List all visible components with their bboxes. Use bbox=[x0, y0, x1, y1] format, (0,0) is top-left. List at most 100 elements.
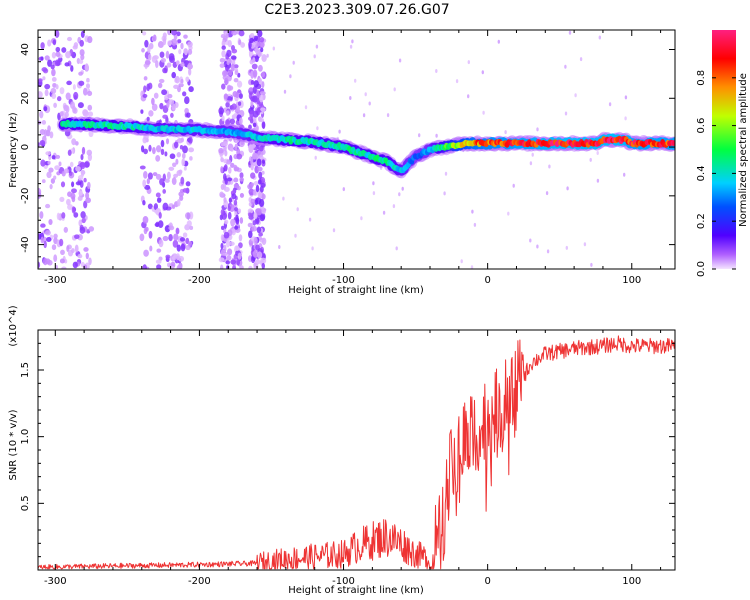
noise-speckle bbox=[55, 154, 61, 159]
noise-speckle bbox=[250, 157, 254, 166]
noise-speckle bbox=[227, 177, 233, 182]
noise-speckle bbox=[147, 203, 153, 210]
noise-speckle bbox=[467, 60, 470, 65]
noise-speckle bbox=[40, 236, 44, 244]
noise-speckle bbox=[230, 218, 236, 226]
noise-speckle bbox=[223, 78, 229, 85]
noise-speckle bbox=[151, 103, 158, 112]
noise-speckle bbox=[220, 166, 224, 174]
noise-speckle bbox=[259, 90, 266, 96]
noise-speckle bbox=[254, 47, 259, 54]
noise-speckle bbox=[392, 204, 396, 209]
noise-speckle bbox=[160, 139, 165, 148]
noise-speckle bbox=[71, 196, 76, 203]
noise-speckle bbox=[237, 208, 242, 214]
snr-ytick-label: 1.5 bbox=[20, 362, 31, 378]
noise-speckle bbox=[155, 145, 162, 153]
snr-plot-area bbox=[38, 330, 675, 570]
noise-speckle bbox=[87, 104, 93, 111]
noise-speckle bbox=[50, 87, 57, 94]
noise-speckle bbox=[257, 179, 262, 185]
noise-speckle bbox=[360, 216, 363, 221]
noise-speckle bbox=[175, 253, 180, 261]
snr-xtick-label: -200 bbox=[188, 576, 211, 587]
noise-speckle bbox=[164, 151, 168, 157]
noise-speckle bbox=[140, 145, 145, 153]
noise-speckle bbox=[47, 39, 52, 47]
noise-speckle bbox=[256, 41, 262, 47]
noise-speckle bbox=[44, 55, 50, 61]
noise-speckle bbox=[55, 51, 61, 57]
noise-speckle bbox=[224, 186, 230, 192]
noise-speckle bbox=[147, 45, 151, 54]
noise-speckle bbox=[171, 71, 177, 79]
noise-speckle bbox=[180, 61, 185, 68]
noise-speckle bbox=[55, 46, 61, 53]
noise-speckle bbox=[272, 46, 275, 51]
noise-speckle bbox=[233, 164, 238, 172]
noise-speckle bbox=[231, 103, 237, 110]
noise-speckle bbox=[59, 258, 65, 264]
noise-speckle bbox=[226, 96, 233, 101]
noise-speckle bbox=[165, 254, 171, 259]
noise-speckle bbox=[155, 155, 161, 162]
noise-speckle bbox=[253, 236, 258, 245]
noise-speckle bbox=[566, 186, 569, 191]
noise-speckle bbox=[44, 89, 49, 97]
noise-speckle bbox=[261, 71, 266, 78]
noise-speckle bbox=[175, 158, 179, 165]
noise-speckle bbox=[43, 240, 47, 249]
noise-speckle bbox=[252, 57, 256, 63]
noise-speckle bbox=[88, 226, 95, 232]
noise-speckle bbox=[236, 105, 240, 111]
noise-speckle bbox=[59, 238, 64, 247]
noise-speckle bbox=[143, 76, 148, 81]
noise-speckle bbox=[223, 231, 230, 239]
noise-speckle bbox=[225, 239, 230, 248]
noise-speckle bbox=[218, 257, 225, 263]
noise-speckle bbox=[168, 166, 175, 171]
noise-speckle bbox=[71, 206, 76, 214]
noise-speckle bbox=[252, 189, 257, 196]
noise-speckle bbox=[226, 255, 232, 261]
noise-speckle bbox=[471, 209, 474, 214]
noise-speckle bbox=[144, 39, 149, 48]
spectrogram-ytick-label: 20 bbox=[20, 92, 31, 105]
noise-speckle bbox=[250, 100, 254, 108]
noise-speckle bbox=[61, 47, 67, 53]
noise-speckle bbox=[256, 158, 262, 167]
noise-speckle bbox=[161, 89, 168, 96]
noise-speckle bbox=[261, 262, 266, 269]
noise-speckle bbox=[220, 234, 225, 242]
noise-speckle bbox=[81, 217, 86, 224]
noise-speckle bbox=[238, 30, 245, 37]
noise-speckle bbox=[45, 203, 51, 209]
noise-speckle bbox=[230, 55, 237, 60]
noise-speckle bbox=[234, 70, 239, 76]
noise-speckle bbox=[382, 210, 386, 215]
noise-speckle bbox=[154, 209, 161, 214]
noise-speckle bbox=[250, 144, 256, 149]
noise-speckle bbox=[179, 144, 184, 150]
noise-speckle bbox=[142, 264, 147, 269]
noise-speckle bbox=[253, 181, 259, 186]
noise-speckle bbox=[473, 222, 477, 227]
noise-speckle bbox=[81, 146, 86, 155]
noise-speckle bbox=[188, 136, 193, 144]
noise-speckle bbox=[308, 217, 312, 222]
noise-speckle bbox=[531, 152, 534, 157]
noise-speckle bbox=[231, 228, 236, 236]
noise-speckle bbox=[85, 83, 91, 89]
noise-speckle bbox=[230, 63, 235, 72]
noise-speckle bbox=[79, 39, 84, 47]
noise-speckle bbox=[418, 133, 421, 138]
noise-speckle bbox=[235, 92, 240, 99]
noise-speckle bbox=[61, 266, 67, 269]
noise-speckle bbox=[188, 241, 192, 246]
noise-speckle bbox=[60, 181, 66, 188]
noise-speckle bbox=[444, 171, 448, 176]
noise-speckle bbox=[545, 191, 549, 196]
noise-speckle bbox=[60, 249, 65, 256]
noise-speckle bbox=[143, 85, 147, 93]
noise-speckle bbox=[564, 111, 568, 116]
